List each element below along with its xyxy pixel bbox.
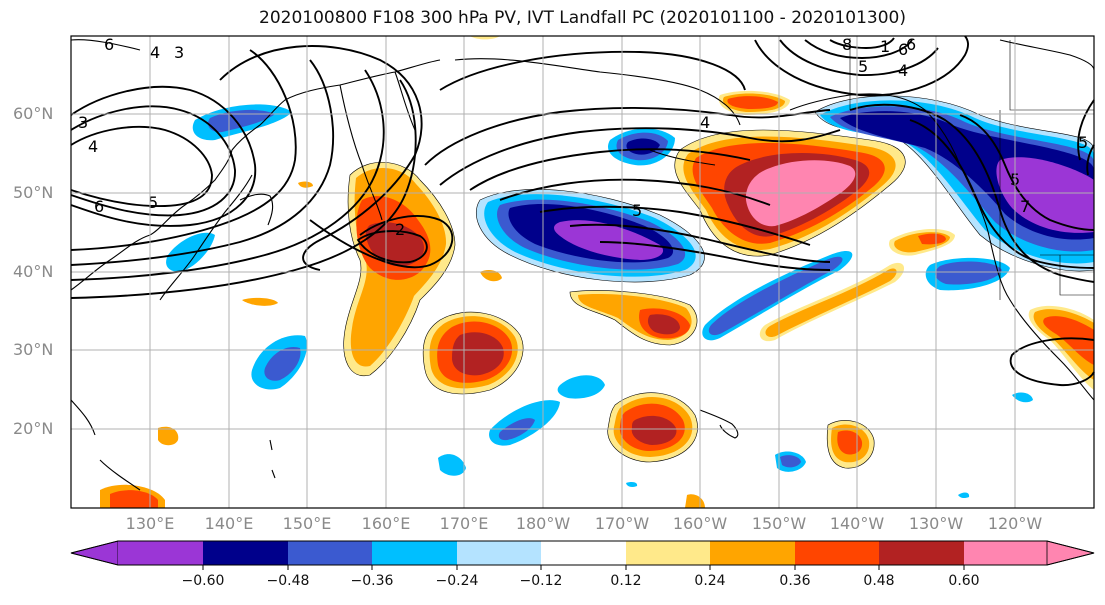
lat-label-30n: 30°N [13, 340, 54, 359]
colorbar-swatch [710, 541, 795, 565]
contour-label: 4 [150, 43, 160, 62]
colorbar-tick-label: 0.36 [779, 573, 811, 589]
colorbar-tick-label: −0.60 [181, 573, 225, 589]
colorbar-swatch [457, 541, 541, 565]
contour-label: 6 [104, 35, 114, 54]
lon-label: 140°W [829, 514, 885, 533]
contour-label: 3 [78, 113, 88, 132]
negative-region-central [475, 189, 705, 283]
lon-label: 130°E [125, 514, 175, 533]
lon-label: 120°W [987, 514, 1043, 533]
lon-label: 170°W [594, 514, 650, 533]
positive-small-40n [480, 270, 502, 282]
colorbar-swatch [879, 541, 964, 565]
colorbar-swatch [1046, 540, 1095, 566]
positive-region-mid [422, 311, 524, 395]
lon-label: 170°E [439, 514, 489, 533]
chart-title: 2020100800 F108 300 hPa PV, IVT Landfall… [259, 8, 907, 28]
negative-small-25n [557, 375, 605, 399]
colorbar-swatch [70, 540, 119, 566]
colorbar-swatch [372, 541, 457, 565]
contour-label: 5 [1078, 133, 1088, 152]
pv-contours [70, 35, 1095, 387]
positive-region-southeast [826, 420, 875, 469]
lat-label-40n: 40°N [13, 262, 54, 281]
contour-label: 3 [174, 43, 184, 62]
contour-label: 4 [898, 61, 908, 80]
positive-small-35n [242, 297, 278, 306]
map-frame [70, 35, 1095, 509]
colorbar-swatch [541, 541, 626, 565]
contour-label: 6 [898, 40, 908, 59]
contour-label: 5 [632, 201, 642, 220]
lon-label: 150°W [751, 514, 807, 533]
colorbar-tick-label: −0.36 [350, 573, 394, 589]
contour-label: 4 [700, 113, 710, 132]
gridlines [71, 36, 1094, 508]
lon-label: 160°W [672, 514, 728, 533]
contour-label: 4 [88, 137, 98, 156]
colorbar-tick-label: 0.24 [694, 573, 726, 589]
contour-label: 5 [858, 57, 868, 76]
lon-label: 140°E [204, 514, 254, 533]
lon-label: 130°W [908, 514, 964, 533]
positive-region-california [1028, 305, 1094, 390]
positive-band-east [759, 228, 955, 342]
colorbar-tick-label: 0.60 [948, 573, 980, 589]
contour-label: 7 [1020, 197, 1030, 216]
negative-region-northeast [814, 95, 1095, 272]
colorbar-tick-label: −0.24 [435, 573, 479, 589]
colorbar-tick-label: 0.48 [863, 573, 895, 589]
positive-region-east-mid [569, 290, 698, 346]
contour-label: 1 [880, 37, 890, 56]
lon-label: 180°W [515, 514, 571, 533]
colorbar-swatch [626, 541, 710, 565]
colorbar-tick-label: −0.12 [519, 573, 563, 589]
colorbar-swatch [795, 541, 879, 565]
coastlines [70, 39, 1095, 491]
colorbar-swatch [288, 541, 372, 565]
colorbar [70, 540, 1095, 570]
colorbar-swatch [118, 541, 203, 565]
lat-label-60n: 60°N [13, 104, 54, 123]
contour-label: 6 [906, 35, 916, 54]
colorbar-swatch [203, 541, 288, 565]
ivt-shading [100, 36, 1095, 508]
colorbar-swatch [964, 541, 1047, 565]
contour-label: 8 [842, 35, 852, 54]
positive-region-south [607, 392, 698, 463]
lon-label: 150°E [282, 514, 332, 533]
colorbar-tick-label: 0.12 [610, 573, 642, 589]
contour-label: 5 [148, 193, 158, 212]
lat-label-50n: 50°N [13, 183, 54, 202]
positive-small-20n [158, 426, 179, 446]
contour-label: 6 [94, 197, 104, 216]
contour-label: 2 [395, 220, 405, 239]
colorbar-tick-label: −0.48 [266, 573, 310, 589]
positive-region-aleutian [718, 90, 790, 115]
lon-label: 160°E [361, 514, 411, 533]
lat-label-20n: 20°N [13, 419, 54, 438]
contour-label-group: 6 4 3 3 4 6 5 2 5 4 8 6 5 4 1 6 5 7 5 [78, 35, 1088, 239]
